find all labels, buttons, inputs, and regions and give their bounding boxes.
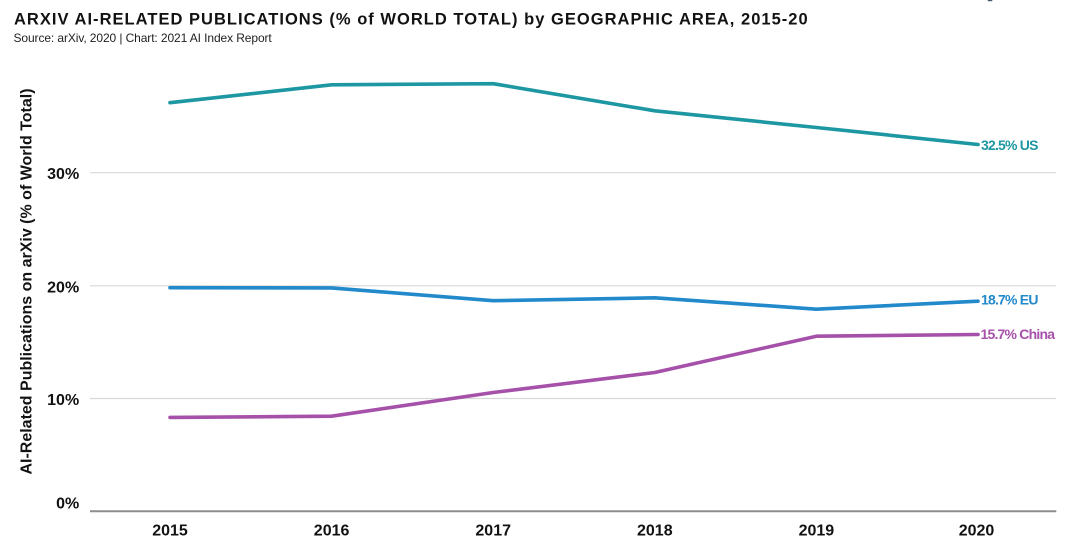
svg-text:20%: 20%: [47, 279, 79, 296]
svg-text:32.5% US: 32.5% US: [981, 137, 1038, 153]
svg-text:Source: arXiv, 2020 | Chart: 2: Source: arXiv, 2020 | Chart: 2021 AI Ind…: [14, 31, 273, 45]
svg-text:10%: 10%: [47, 392, 79, 409]
svg-text:ARXIV AI-RELATED PUBLICATIONS: ARXIV AI-RELATED PUBLICATIONS (% of WORL…: [14, 11, 809, 29]
svg-text:AI-Related Publications on arX: AI-Related Publications on arXiv (% of W…: [19, 88, 36, 474]
svg-text:2017: 2017: [475, 522, 511, 539]
svg-text:2015: 2015: [152, 522, 188, 539]
svg-text:15.7% China: 15.7% China: [981, 326, 1056, 342]
svg-text:2019: 2019: [799, 522, 835, 539]
svg-text:18.7% EU: 18.7% EU: [981, 291, 1038, 307]
svg-text:30%: 30%: [47, 166, 79, 183]
svg-text:2020: 2020: [959, 522, 995, 539]
svg-text:2016: 2016: [314, 522, 350, 539]
svg-text:2018: 2018: [637, 522, 673, 539]
svg-text:0%: 0%: [56, 496, 79, 513]
